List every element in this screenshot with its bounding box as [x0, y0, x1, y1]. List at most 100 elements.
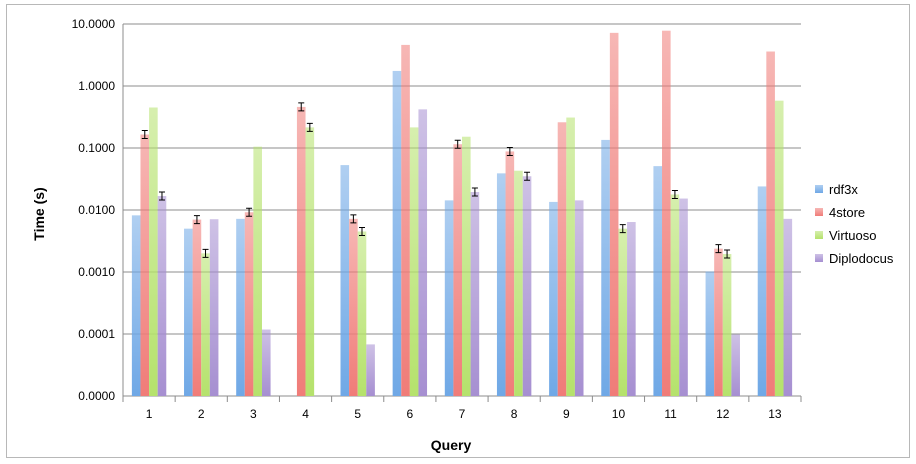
bar-diplodocus [522, 176, 532, 396]
bar-virtuoso [149, 107, 158, 396]
axes: 10.0000 1.0000 0.1000 0.0100 0.0010 0.0001 0.0… [72, 17, 802, 421]
bar-diplodocus [574, 200, 584, 396]
bar-rdf3x [392, 70, 402, 396]
error-bar [471, 187, 478, 197]
bar-virtuoso [201, 253, 210, 396]
error-bar [454, 139, 461, 149]
bar-virtuoso [514, 170, 523, 396]
bar-diplodocus [157, 196, 167, 396]
legend-label: 4store [829, 205, 865, 220]
error-bar [246, 207, 253, 217]
bar-4store [296, 106, 306, 397]
bars [131, 30, 793, 397]
legend: rdf3x 4store Virtuoso Diplodocus [815, 182, 894, 266]
bar-diplodocus [261, 329, 271, 396]
bar-4store [505, 151, 515, 396]
x-tick-label: 3 [250, 407, 257, 421]
x-axis-title: Query [431, 437, 472, 453]
bar-virtuoso [253, 146, 262, 396]
x-tick-label: 7 [459, 407, 466, 421]
legend-label: Diplodocus [829, 251, 894, 266]
bar-virtuoso [774, 100, 784, 396]
bar-virtuoso [618, 228, 628, 396]
error-bar [524, 171, 531, 181]
bar-diplodocus [783, 218, 793, 396]
bar-diplodocus [209, 219, 219, 396]
x-tick-label: 1 [146, 407, 153, 421]
x-tick-label: 6 [407, 407, 414, 421]
bar-diplodocus [470, 192, 480, 396]
bar-virtuoso [722, 254, 732, 396]
error-bar [724, 249, 731, 259]
bar-rdf3x [549, 201, 558, 396]
bar-virtuoso [357, 231, 367, 396]
bar-4store [453, 144, 462, 396]
y-tick-label: 0.0100 [78, 203, 115, 217]
y-tick-label: 0.0001 [78, 327, 115, 341]
legend-label: Virtuoso [829, 228, 876, 243]
x-tick-label: 4 [302, 407, 309, 421]
bar-rdf3x [496, 173, 506, 396]
bar-4store [140, 134, 150, 396]
bar-rdf3x [184, 228, 193, 396]
error-bar [202, 248, 209, 258]
bar-virtuoso [305, 127, 315, 396]
error-bar [158, 191, 165, 201]
bar-rdf3x [601, 139, 610, 396]
bar-4store [609, 32, 619, 396]
bar-diplodocus [366, 344, 375, 396]
bar-virtuoso [409, 127, 419, 396]
bar-rdf3x [705, 271, 715, 396]
x-tick-label: 12 [716, 407, 730, 421]
error-bar [506, 146, 513, 156]
bar-rdf3x [131, 215, 141, 396]
x-tick-label: 2 [198, 407, 205, 421]
x-tick-label: 9 [563, 407, 570, 421]
x-tick-label: 8 [511, 407, 518, 421]
bar-diplodocus [627, 222, 636, 396]
error-bar [619, 224, 626, 234]
error-bar [306, 122, 313, 132]
bar-rdf3x [340, 165, 350, 396]
error-bar [350, 214, 357, 224]
bar-4store [662, 30, 671, 397]
legend-swatch [815, 231, 823, 239]
bar-rdf3x [757, 186, 767, 396]
y-tick-label: 1.0000 [78, 79, 115, 93]
legend-swatch [815, 254, 823, 262]
bar-virtuoso [462, 136, 471, 396]
y-tick-label: 0.1000 [78, 141, 115, 155]
error-bar [671, 189, 678, 199]
error-bar [715, 244, 722, 254]
legend-label: rdf3x [829, 182, 858, 197]
y-axis-title: Time (s) [31, 187, 47, 240]
x-tick-label: 11 [664, 407, 677, 421]
x-tick-label: 13 [768, 407, 782, 421]
legend-swatch [815, 208, 823, 216]
bar-rdf3x [444, 200, 454, 396]
y-tick-label: 0.0010 [78, 265, 115, 279]
bar-4store [557, 122, 567, 396]
bar-virtuoso [670, 194, 680, 396]
bar-4store [349, 218, 358, 396]
bar-diplodocus [418, 109, 428, 396]
error-bar [193, 215, 200, 225]
bar-4store [401, 44, 410, 396]
error-bar [358, 227, 365, 236]
y-tick-label: 0.0000 [78, 389, 115, 403]
bar-4store [244, 212, 254, 396]
x-tick-label: 10 [612, 407, 626, 421]
legend-swatch [815, 185, 823, 193]
y-tick-label: 10.0000 [72, 17, 116, 31]
bar-virtuoso [566, 117, 575, 396]
bar-4store [714, 248, 723, 396]
error-bar [298, 102, 305, 112]
bar-diplodocus [679, 198, 688, 396]
bar-rdf3x [236, 218, 245, 396]
bar-4store [192, 219, 202, 396]
bar-rdf3x [653, 166, 663, 396]
bar-4store [766, 51, 775, 396]
x-tick-label: 5 [354, 407, 361, 421]
bar-diplodocus [731, 334, 740, 396]
